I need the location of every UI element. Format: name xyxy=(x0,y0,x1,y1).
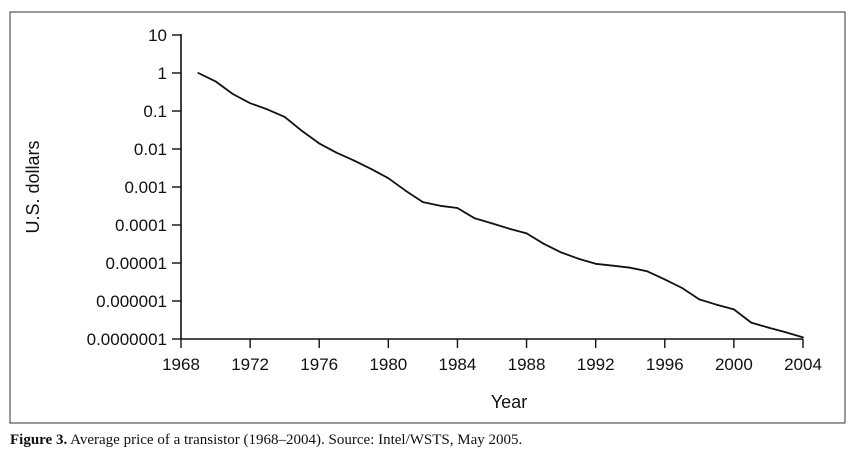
data-point xyxy=(802,336,804,339)
data-point xyxy=(404,189,407,192)
data-point xyxy=(577,257,580,260)
data-point xyxy=(508,227,511,230)
caption-text: Average price of a transistor (1968–2004… xyxy=(70,432,523,448)
data-point xyxy=(732,308,735,311)
data-point xyxy=(750,321,753,324)
data-point xyxy=(439,204,442,207)
x-tick-label: 1968 xyxy=(162,355,200,374)
y-tick-label: 0.1 xyxy=(143,102,167,121)
data-point xyxy=(525,232,528,235)
data-point xyxy=(421,201,424,204)
data-point xyxy=(629,266,632,269)
data-point xyxy=(266,108,269,111)
data-point xyxy=(335,151,338,154)
data-point xyxy=(283,115,286,118)
data-point xyxy=(663,278,666,281)
series-line-0 xyxy=(197,72,804,339)
x-tick-label: 2004 xyxy=(784,355,822,374)
data-point xyxy=(767,326,770,329)
data-point xyxy=(542,242,545,245)
data-point xyxy=(214,80,217,83)
data-point xyxy=(473,217,476,220)
x-axis-title: Year xyxy=(491,392,527,412)
x-tick-label: 1976 xyxy=(300,355,338,374)
data-point xyxy=(681,287,683,289)
data-point xyxy=(594,262,597,265)
y-axis-title: U.S. dollars xyxy=(23,140,43,233)
x-tick-label: 1992 xyxy=(577,355,615,374)
data-point xyxy=(715,303,718,306)
y-tick-label: 0.00001 xyxy=(106,254,167,273)
figure-caption: Figure 3. Average price of a transistor … xyxy=(10,432,845,449)
data-point xyxy=(370,167,372,170)
data-point xyxy=(784,331,787,334)
x-tick-label: 2000 xyxy=(715,355,753,374)
y-tick-label: 10 xyxy=(148,26,167,45)
chart-plot: 10 1 0.1 0.01 0.001 0.0001 0.00001 0.000001 0.00… xyxy=(23,26,822,412)
x-tick-label: 1988 xyxy=(508,355,546,374)
data-point xyxy=(491,222,493,225)
data-point xyxy=(249,102,252,105)
data-point xyxy=(646,270,649,273)
data-point xyxy=(197,72,200,74)
data-point xyxy=(698,298,701,301)
x-tick-label: 1996 xyxy=(646,355,684,374)
x-tick-label: 1972 xyxy=(231,355,269,374)
y-tick-label: 0.000001 xyxy=(96,292,167,311)
data-point xyxy=(301,129,303,132)
data-point xyxy=(352,159,355,162)
y-tick-label: 1 xyxy=(158,64,167,83)
y-tick-label: 0.0000001 xyxy=(87,330,167,349)
y-tick-label: 0.0001 xyxy=(115,216,167,235)
data-point xyxy=(612,264,614,267)
x-tick-label: 1980 xyxy=(369,355,407,374)
data-point xyxy=(456,207,459,209)
data-point xyxy=(318,142,321,145)
data-point xyxy=(560,251,563,254)
y-tick-label: 0.01 xyxy=(134,140,167,159)
data-point xyxy=(231,93,234,95)
y-tick-label: 0.001 xyxy=(124,178,167,197)
caption-label: Figure 3. xyxy=(10,432,68,448)
x-tick-label: 1984 xyxy=(439,355,477,374)
data-point xyxy=(387,177,390,180)
